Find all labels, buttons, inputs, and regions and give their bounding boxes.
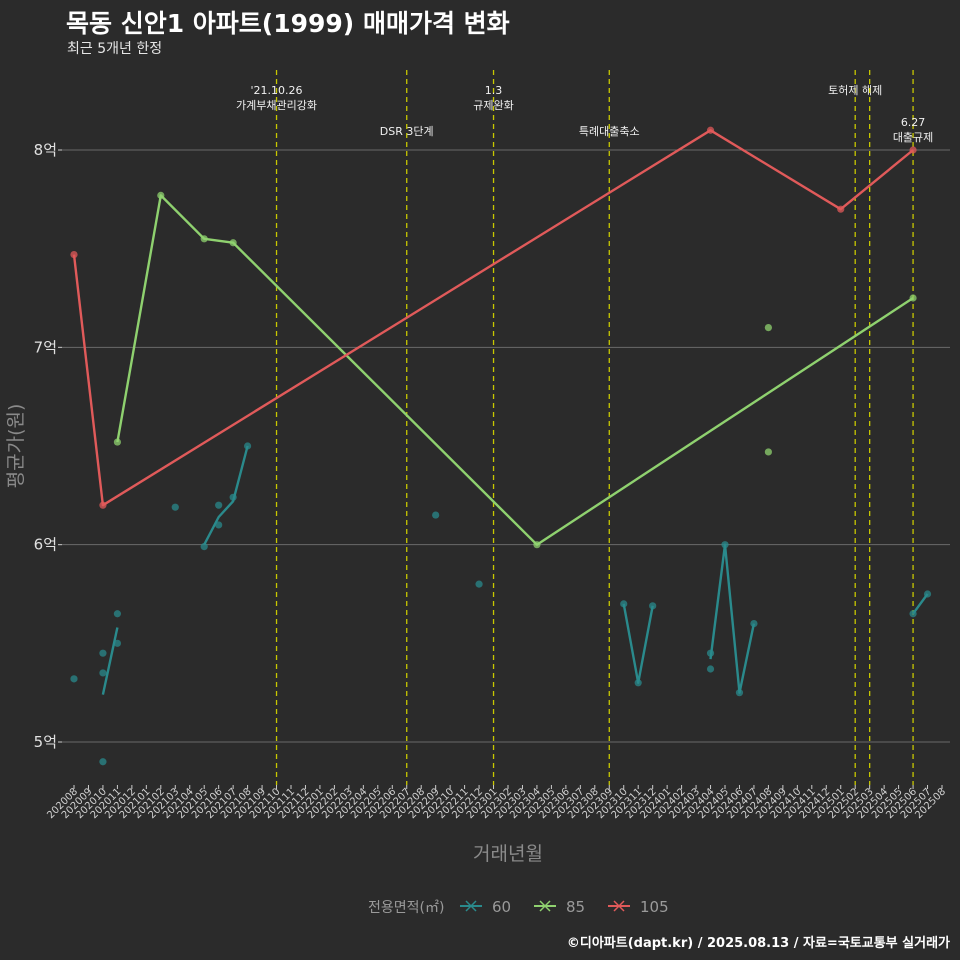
y-tick-label: 6억 [34, 536, 57, 554]
series-60-point [215, 501, 223, 509]
series-60-line [203, 445, 249, 546]
legend-swatch-mark [613, 900, 625, 912]
series-85-point [113, 438, 121, 446]
series-60-line [912, 593, 929, 615]
series-60-point [200, 543, 208, 551]
y-tick-label: 8억 [34, 141, 57, 159]
series-60-point [113, 610, 121, 618]
series-60-point [706, 665, 715, 673]
x-axis-title: 거래년월 [473, 843, 543, 865]
y-tick-label: 5억 [34, 733, 57, 751]
series-85-line [116, 194, 914, 546]
series-60-point [432, 511, 440, 519]
legend-title: 전용면적(㎡) [368, 900, 444, 916]
event-label: 대출규제 [893, 131, 933, 144]
event-label: 토허제 해제 [828, 83, 882, 97]
series-60-point [620, 600, 628, 608]
y-axis-ticks: 5억 6억 7억 8억 [34, 141, 62, 751]
series-60-line [101, 627, 119, 695]
event-label: DSR 3단계 [380, 125, 434, 138]
event-label: 6.27 [901, 116, 926, 129]
legend-label: 60 [492, 898, 511, 916]
series-105-point [909, 146, 917, 154]
gridlines [62, 149, 950, 743]
series-105-point [99, 501, 107, 509]
y-tick-label: 7억 [34, 338, 57, 356]
series-85-point [157, 191, 165, 199]
series-60-point [70, 675, 78, 683]
event-label: 특례대출축소 [579, 125, 640, 138]
legend: 전용면적(㎡) 60 85 105 [368, 898, 669, 916]
series-105-point [837, 205, 845, 213]
event-label: 1.3 [485, 84, 503, 97]
series-85-point [533, 541, 541, 549]
series-60-point [721, 541, 729, 549]
series-points [70, 126, 932, 766]
chart-title: 목동 신안1 아파트(1999) 매매가격 변화 [66, 9, 510, 38]
series-85-point [200, 235, 208, 243]
series-60-point [229, 493, 237, 501]
series-60-point [634, 679, 642, 687]
series-60-line [709, 543, 756, 694]
series-60-point [750, 620, 758, 628]
series-85-point [909, 294, 917, 302]
series-105-point [70, 250, 78, 259]
series-60-point [99, 649, 107, 657]
y-axis-title: 평균가(원) [5, 404, 27, 489]
series-60-point [99, 758, 107, 766]
series-105-point [706, 126, 715, 134]
series-60-point [706, 649, 715, 657]
series-60-point [923, 590, 932, 598]
series-lines [72, 129, 929, 695]
legend-swatch-mark [465, 900, 477, 912]
series-60-point [244, 442, 252, 450]
chart-subtitle: 최근 5개년 한정 [67, 41, 163, 57]
event-label: 규제완화 [473, 99, 513, 112]
event-label: 가계부채관리강화 [236, 99, 317, 112]
series-60-point [113, 639, 121, 647]
series-60-point [99, 669, 107, 677]
series-60-point [171, 503, 179, 511]
series-60-point [735, 689, 744, 697]
series-60-point [215, 521, 223, 529]
series-60-point [909, 610, 917, 618]
legend-swatch-mark [539, 900, 551, 912]
series-85-point [229, 239, 237, 247]
legend-label: 85 [566, 898, 585, 916]
x-axis-ticks: 2020082020092020102020112020122021012021… [45, 785, 948, 821]
caption: ©디아파트(dapt.kr) / 2025.08.13 / 자료=국토교통부 실… [566, 936, 950, 951]
series-60-point [649, 602, 657, 610]
series-85-point [764, 448, 773, 456]
series-60-line [622, 603, 654, 684]
event-label: '21.10.26 [251, 84, 303, 97]
series-60-point [475, 580, 483, 588]
legend-label: 105 [640, 898, 669, 916]
series-85-point [764, 324, 773, 332]
